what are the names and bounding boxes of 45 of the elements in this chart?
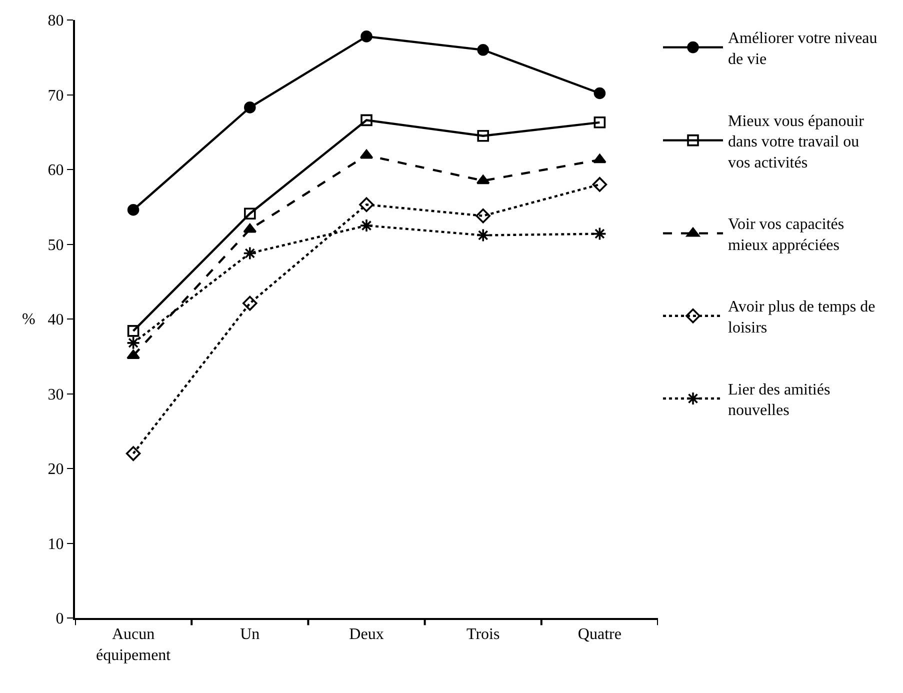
point bbox=[243, 246, 257, 260]
point bbox=[592, 226, 607, 241]
point bbox=[476, 174, 490, 184]
point bbox=[360, 218, 374, 232]
point bbox=[360, 114, 372, 126]
y-tick-label: 20 bbox=[48, 461, 64, 478]
legend-label: Lier des amitiés nouvelles bbox=[728, 381, 830, 420]
point bbox=[126, 350, 140, 360]
y-tick-label: 0 bbox=[56, 610, 64, 628]
y-tick-label: 60 bbox=[48, 162, 64, 180]
y-tick-label: 50 bbox=[48, 236, 64, 254]
point bbox=[594, 87, 606, 100]
point bbox=[476, 208, 490, 224]
point bbox=[594, 116, 606, 128]
point bbox=[127, 204, 140, 216]
point bbox=[244, 208, 256, 220]
y-tick-label: 10 bbox=[48, 536, 64, 553]
point bbox=[360, 30, 372, 42]
point bbox=[360, 149, 374, 159]
x-tick-label: Aucun équipement bbox=[96, 626, 172, 664]
y-tick-label: 80 bbox=[48, 12, 64, 30]
point bbox=[126, 336, 140, 350]
point bbox=[477, 130, 489, 142]
legend-label: Voir vos capacités mieux appréciées bbox=[728, 216, 844, 254]
x-tick-label: Un bbox=[240, 626, 260, 644]
y-tick-label: 30 bbox=[48, 386, 64, 404]
x-tick-label: Deux bbox=[349, 626, 384, 644]
point bbox=[242, 296, 258, 311]
point bbox=[127, 325, 140, 337]
point bbox=[477, 44, 489, 56]
y-tick-label: 40 bbox=[48, 312, 64, 329]
point bbox=[593, 154, 606, 164]
point bbox=[592, 177, 608, 192]
point bbox=[359, 197, 374, 212]
point bbox=[244, 102, 256, 114]
x-tick-label: Quatre bbox=[578, 626, 622, 644]
legend-label: Avoir plus de temps de loisirs bbox=[728, 298, 876, 337]
legend-label: Mieux vous épanouir dans votre travail ou vos activités bbox=[728, 112, 865, 172]
point bbox=[476, 228, 490, 242]
legend-label: Améliorer votre niveau de vie bbox=[728, 30, 878, 68]
y-axis-title: % bbox=[22, 311, 36, 328]
y-tick-label: 70 bbox=[48, 87, 64, 104]
point bbox=[126, 446, 141, 461]
x-tick-label: Trois bbox=[466, 626, 500, 644]
point bbox=[243, 223, 257, 233]
